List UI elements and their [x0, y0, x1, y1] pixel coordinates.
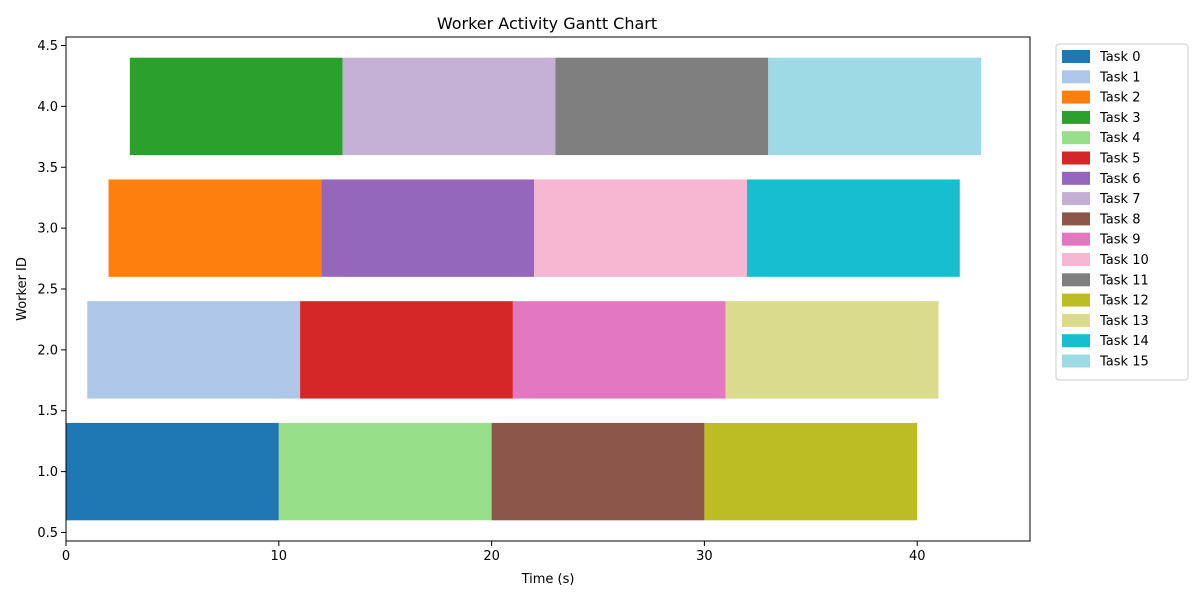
- legend-entry-label: Task 11: [1099, 273, 1149, 288]
- legend-entry-label: Task 15: [1099, 355, 1149, 370]
- gantt-bar: [725, 301, 939, 399]
- bars-layer: [66, 57, 982, 521]
- gantt-bar: [704, 422, 918, 521]
- legend-entry-label: Task 4: [1099, 131, 1140, 146]
- legend-entry-label: Task 7: [1099, 192, 1140, 207]
- legend-entry-label: Task 6: [1099, 172, 1140, 187]
- y-tick-label: 2.5: [37, 283, 58, 298]
- legend-swatch: [1062, 334, 1090, 348]
- y-tick-label: 3.0: [37, 222, 58, 237]
- legend-entry-label: Task 10: [1099, 253, 1149, 268]
- y-tick-label: 4.0: [37, 100, 58, 115]
- legend-entry-label: Task 13: [1099, 314, 1149, 329]
- legend-entry-label: Task 2: [1099, 91, 1140, 106]
- gantt-bar: [321, 179, 535, 277]
- gantt-bar: [129, 57, 343, 156]
- legend-swatch: [1062, 90, 1090, 104]
- legend-swatch: [1062, 313, 1090, 327]
- legend-swatch: [1062, 354, 1090, 368]
- y-axis: 0.5 1.0 1.5 2.0 2.5 3.0 3.5 4.0 4.5: [37, 39, 66, 541]
- legend-swatch: [1062, 232, 1090, 246]
- gantt-bar: [342, 57, 556, 156]
- x-tick-label: 30: [696, 549, 713, 564]
- legend-swatch: [1062, 171, 1090, 185]
- gantt-bar: [746, 179, 960, 277]
- x-tick-label: 20: [483, 549, 500, 564]
- y-tick-label: 1.5: [37, 404, 58, 419]
- legend-entry-label: Task 12: [1099, 294, 1149, 309]
- y-tick-label: 1.0: [37, 465, 58, 480]
- legend-swatch: [1062, 110, 1090, 124]
- legend-swatch: [1062, 131, 1090, 145]
- legend-entry-label: Task 5: [1099, 152, 1140, 167]
- gantt-bar: [108, 179, 322, 277]
- legend: Task 0 Task 1 Task 2 Task 3 Task 4 Task 5 Task…: [1055, 43, 1189, 381]
- y-axis-label: Worker ID: [15, 257, 30, 321]
- legend-entry-label: Task 14: [1099, 334, 1149, 349]
- legend-entry-label: Task 9: [1099, 233, 1140, 248]
- x-tick-label: 40: [909, 549, 926, 564]
- gantt-bar: [491, 422, 705, 521]
- gantt-bar: [768, 57, 982, 156]
- gantt-bar: [534, 179, 747, 277]
- x-tick-label: 0: [62, 549, 70, 564]
- gantt-bar: [555, 57, 769, 156]
- gantt-bar: [87, 301, 301, 399]
- x-axis: 0 10 20 30 40: [62, 541, 926, 564]
- legend-entry-label: Task 3: [1099, 111, 1140, 126]
- y-tick-label: 2.0: [37, 343, 58, 358]
- legend-swatch: [1062, 212, 1090, 226]
- chart-title: Worker Activity Gantt Chart: [437, 14, 657, 33]
- legend-swatch: [1062, 50, 1090, 63]
- x-tick-label: 10: [271, 549, 288, 564]
- legend-swatch: [1062, 192, 1090, 206]
- legend-swatch: [1062, 293, 1090, 307]
- y-tick-label: 0.5: [37, 526, 58, 541]
- gantt-bar: [66, 422, 279, 521]
- y-tick-label: 3.5: [37, 161, 58, 176]
- gantt-bar: [300, 301, 513, 399]
- legend-swatch: [1062, 151, 1090, 165]
- gantt-bar: [278, 422, 492, 521]
- legend-swatch: [1062, 273, 1090, 287]
- legend-entry-label: Task 0: [1099, 50, 1140, 65]
- legend-swatch: [1062, 70, 1090, 84]
- x-axis-label: Time (s): [521, 572, 575, 587]
- legend-entry-label: Task 8: [1099, 212, 1140, 227]
- legend-swatch: [1062, 253, 1090, 266]
- legend-entry-label: Task 1: [1099, 70, 1140, 85]
- gantt-bar: [512, 301, 726, 399]
- y-tick-label: 4.5: [37, 39, 58, 54]
